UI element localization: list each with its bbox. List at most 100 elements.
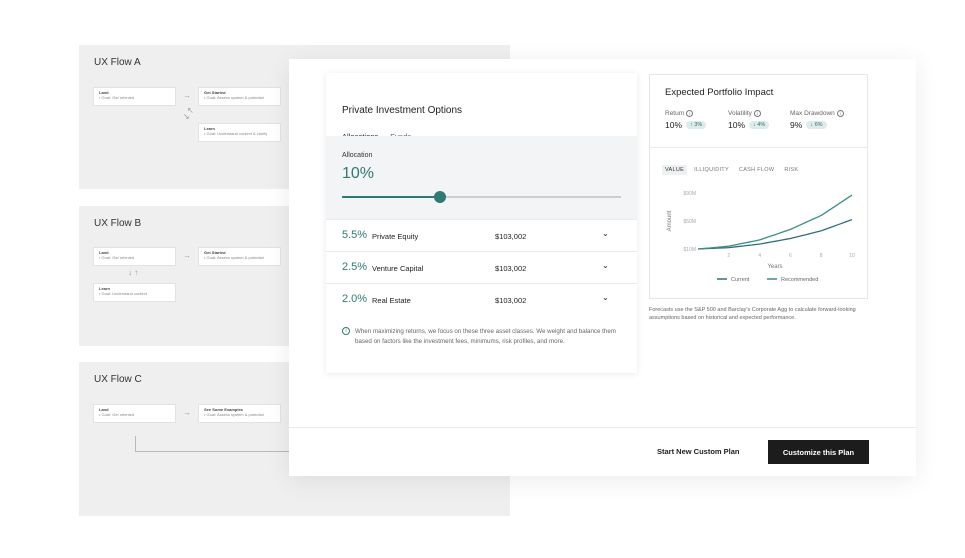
node-title: Get Started (204, 250, 226, 255)
divider (650, 147, 867, 148)
series-line-recommended (697, 194, 853, 250)
metric-value: 10% (728, 120, 746, 131)
slider-fill (342, 196, 440, 198)
info-icon[interactable]: i (686, 110, 694, 117)
y-tick-label: $50M (683, 219, 696, 225)
node-subtitle: • Goal: Get oriented (99, 255, 135, 260)
node-title: See Some Examples (204, 407, 243, 412)
tab-risk[interactable]: RISK (784, 167, 799, 173)
portfolio-value-chart: $10M $50M $90M 2 4 6 8 10 Years Amount Current Reco… (667, 191, 855, 283)
flow-node-land[interactable]: Land • Goal: Get oriented (93, 247, 176, 266)
slider-thumb[interactable] (433, 191, 446, 203)
x-axis-label: Years (767, 264, 782, 270)
flow-node-land[interactable]: Land • Goal: Get oriented (93, 87, 176, 106)
allocation-info: i When maximizing returns, we focus on t… (342, 327, 622, 346)
change-badge: ↑ 3% (686, 121, 707, 130)
allocation-slider[interactable] (342, 191, 621, 203)
forecast-footnote: Forecasts use the S&P 500 and Barclay's … (649, 307, 856, 321)
flow-node-get-started[interactable]: Get Started • Goal: Assess system & pote… (198, 247, 281, 266)
metric-return: Return i 10% ↑ 3% (665, 110, 707, 131)
metric-max-drawdown: Max Drawdown i 9% ↓ 6% (790, 110, 844, 130)
tab-cash-flow[interactable]: CASH FLOW (738, 167, 775, 173)
node-title: Land (99, 407, 109, 412)
node-subtitle: • Goal: Get oriented (99, 95, 135, 100)
flow-connector (135, 451, 290, 452)
arrow-right-icon: → (183, 251, 191, 260)
node-title: Land (99, 250, 109, 255)
y-axis-label: Amount (667, 210, 673, 231)
asset-percent: 2.0% (342, 293, 368, 305)
x-tick-label: 10 (849, 253, 855, 259)
flow-node-see-examples[interactable]: See Some Examples • Goal: Assess system … (198, 404, 281, 423)
chart-tabs: VALUE ILLIQUIDITY CASH FLOW RISK (662, 165, 799, 175)
board-title: UX Flow C (94, 374, 142, 385)
investment-options-card: Private Investment Options Allocations F… (326, 73, 637, 373)
node-title: Learn (99, 286, 110, 291)
chevron-down-icon[interactable]: ⌄ (602, 229, 609, 238)
node-subtitle: • Goal: Understand context (99, 291, 147, 296)
arrow-right-icon: → (183, 408, 191, 417)
change-badge: ↓ 4% (749, 121, 770, 130)
asset-name: Real Estate (372, 296, 411, 305)
asset-amount: $103,002 (495, 264, 527, 273)
info-icon[interactable]: i (753, 110, 761, 117)
arrow-diagonal-icon: ↘ (183, 112, 190, 121)
series-line-current (697, 218, 853, 250)
asset-name: Private Equity (372, 232, 419, 241)
asset-percent: 2.5% (342, 261, 368, 273)
customize-plan-button[interactable]: Customize this Plan (768, 440, 869, 464)
node-title: Learn (204, 126, 215, 131)
flow-node-get-started[interactable]: Get Started • Goal: Assess system & pote… (198, 87, 281, 106)
info-icon[interactable]: i (836, 110, 844, 117)
y-tick-label: $90M (683, 191, 696, 197)
x-tick-label: 6 (789, 253, 792, 259)
chevron-down-icon[interactable]: ⌄ (602, 293, 609, 302)
x-tick-label: 8 (820, 253, 823, 259)
allocation-value: 10% (342, 165, 375, 182)
arrow-right-icon: → (183, 91, 191, 100)
arrow-diagonal-icon: ↖ (187, 106, 194, 115)
flow-connector (135, 436, 136, 452)
metric-value: 9% (790, 120, 803, 131)
node-subtitle: • Goal: Assess system & potential (204, 412, 264, 417)
allocation-label: Allocation (342, 152, 373, 159)
card-title: Private Investment Options (342, 105, 463, 116)
chevron-down-icon[interactable]: ⌄ (602, 261, 609, 270)
flow-node-land[interactable]: Land • Goal: Get oriented (93, 404, 176, 423)
legend-label: Recommended (781, 277, 818, 283)
legend-label: Current (731, 277, 750, 283)
start-new-plan-button[interactable]: Start New Custom Plan (657, 447, 740, 456)
node-title: Land (99, 90, 109, 95)
arrow-down-up-icon: ↓ ↑ (128, 268, 139, 277)
x-tick-label: 2 (727, 253, 730, 259)
change-badge: ↓ 6% (806, 121, 827, 130)
impact-title: Expected Portfolio Impact (665, 87, 774, 98)
metric-volatility: Volatility i 10% ↓ 4% (728, 110, 770, 131)
tab-illiquidity[interactable]: ILLIQUIDITY (694, 167, 729, 173)
node-subtitle: • Goal: Understand context & clarify (204, 131, 268, 136)
flow-node-learn[interactable]: Learn • Goal: Understand context & clari… (198, 123, 281, 142)
tab-value[interactable]: VALUE (662, 165, 688, 175)
portfolio-impact-card: Expected Portfolio Impact Return i 10% ↑ … (649, 74, 868, 299)
asset-amount: $103,002 (495, 296, 527, 305)
node-subtitle: • Goal: Get oriented (99, 412, 135, 417)
node-title: Get Started (204, 90, 226, 95)
board-title: UX Flow A (94, 57, 141, 68)
plan-panel: Private Investment Options Allocations F… (289, 59, 916, 476)
asset-amount: $103,002 (495, 232, 527, 241)
x-tick-label: 4 (758, 253, 761, 259)
node-subtitle: • Goal: Assess system & potential (204, 255, 264, 260)
asset-row-real-estate[interactable]: 2.0% Real Estate $103,002 ⌄ (326, 283, 637, 315)
metric-label: Return (665, 110, 685, 118)
flow-node-learn[interactable]: Learn • Goal: Understand context (93, 283, 176, 302)
asset-row-private-equity[interactable]: 5.5% Private Equity $103,002 ⌄ (326, 219, 637, 251)
metric-label: Max Drawdown (790, 110, 835, 118)
asset-percent: 5.5% (342, 229, 368, 241)
asset-row-venture-capital[interactable]: 2.5% Venture Capital $103,002 ⌄ (326, 251, 637, 283)
metric-value: 10% (665, 120, 683, 131)
y-tick-label: $10M (683, 247, 696, 253)
board-title: UX Flow B (94, 218, 142, 229)
panel-footer: Start New Custom Plan Customize this Pla… (289, 427, 916, 476)
allocation-panel: Allocation 10% (326, 136, 637, 220)
metric-label: Volatility (728, 110, 752, 118)
